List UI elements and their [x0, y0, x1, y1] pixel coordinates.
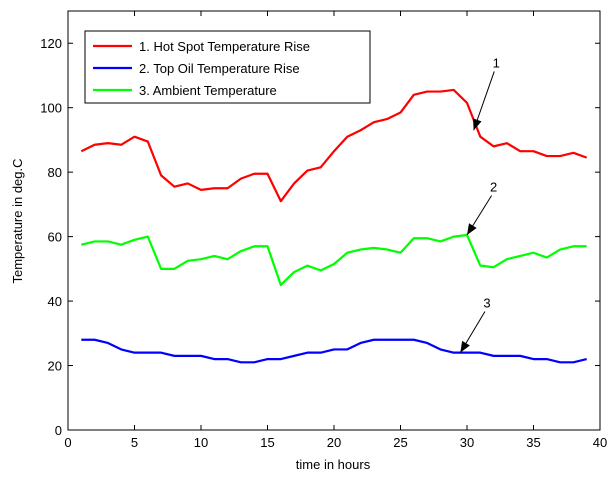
y-tick-label: 0	[55, 423, 62, 438]
legend-label-3: 3. Ambient Temperature	[139, 83, 277, 98]
annotation-arrowhead-1	[473, 118, 482, 131]
annotation-label-3: 3	[483, 296, 490, 311]
annotation-label-2: 2	[490, 179, 497, 194]
y-axis-label: Temperature in deg.C	[10, 158, 25, 283]
x-tick-label: 40	[593, 435, 607, 450]
y-tick-label: 120	[40, 36, 62, 51]
x-tick-label: 25	[393, 435, 407, 450]
y-tick-label: 40	[48, 294, 62, 309]
x-axis-label: time in hours	[296, 457, 371, 472]
series-line-1	[80, 88, 588, 203]
annotation-label-1: 1	[493, 55, 500, 70]
annotation-arrowhead-3	[460, 340, 470, 353]
x-tick-label: 10	[194, 435, 208, 450]
x-axis: 0 5 10 15 20 25 30 35 40	[64, 11, 607, 450]
series-line-2	[81, 338, 587, 364]
legend: 1. Hot Spot Temperature Rise 2. Top Oil T…	[84, 30, 371, 104]
legend-box	[84, 30, 371, 104]
legend-label-2: 2. Top Oil Temperature Rise	[139, 61, 300, 76]
annotation-arrowhead-2	[467, 223, 477, 236]
y-tick-label: 100	[40, 101, 62, 116]
y-tick-label: 80	[48, 165, 62, 180]
annotations: 1 2 3	[459, 55, 500, 353]
y-tick-label: 20	[48, 359, 62, 374]
x-tick-label: 5	[131, 435, 138, 450]
x-tick-label: 0	[64, 435, 71, 450]
x-tick-label: 35	[526, 435, 540, 450]
legend-label-1: 1. Hot Spot Temperature Rise	[139, 39, 310, 54]
x-tick-label: 20	[327, 435, 341, 450]
x-tick-label: 30	[460, 435, 474, 450]
y-axis: 0 20 40 60 80 100 120	[40, 36, 600, 438]
x-tick-label: 15	[260, 435, 274, 450]
y-tick-label: 60	[48, 230, 62, 245]
series-layer	[80, 88, 588, 364]
series-line-3	[81, 233, 587, 287]
